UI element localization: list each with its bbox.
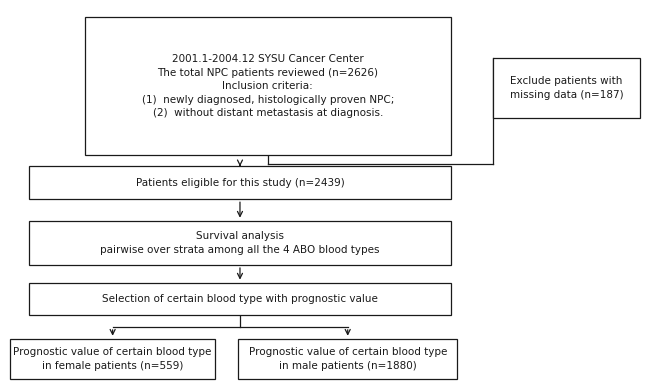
Text: Prognostic value of certain blood type
in male patients (n=1880): Prognostic value of certain blood type i…	[249, 347, 447, 371]
FancyBboxPatch shape	[493, 58, 640, 118]
FancyBboxPatch shape	[85, 17, 451, 155]
Text: 2001.1-2004.12 SYSU Cancer Center
The total NPC patients reviewed (n=2626)
Inclu: 2001.1-2004.12 SYSU Cancer Center The to…	[142, 54, 394, 118]
Text: Exclude patients with
missing data (n=187): Exclude patients with missing data (n=18…	[509, 76, 624, 100]
Text: Patients eligible for this study (n=2439): Patients eligible for this study (n=2439…	[136, 178, 344, 188]
FancyBboxPatch shape	[10, 339, 215, 379]
FancyBboxPatch shape	[29, 221, 451, 265]
Text: Survival analysis
pairwise over strata among all the 4 ABO blood types: Survival analysis pairwise over strata a…	[100, 231, 380, 255]
Text: Selection of certain blood type with prognostic value: Selection of certain blood type with pro…	[102, 294, 378, 304]
FancyBboxPatch shape	[29, 283, 451, 315]
Text: Prognostic value of certain blood type
in female patients (n=559): Prognostic value of certain blood type i…	[14, 347, 212, 371]
FancyBboxPatch shape	[238, 339, 457, 379]
FancyBboxPatch shape	[29, 166, 451, 199]
